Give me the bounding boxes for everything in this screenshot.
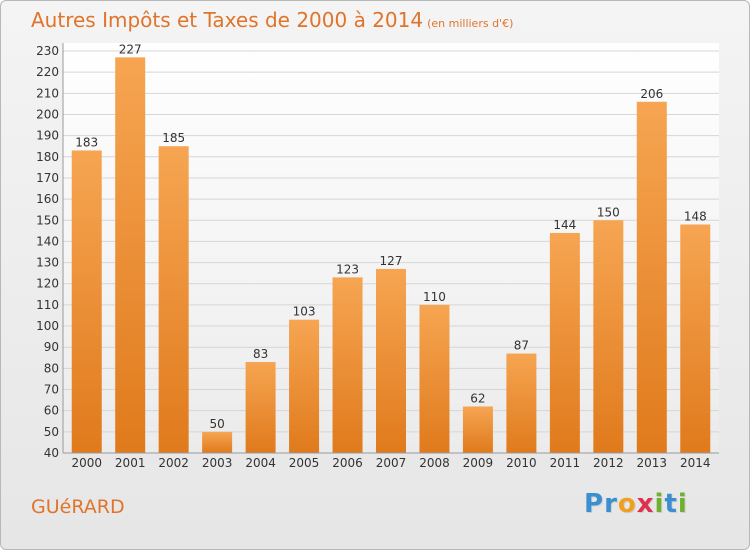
bar [202,431,233,453]
commune-name: GUéRARD [31,496,125,518]
data-label: 50 [209,417,224,431]
y-tick-label: 200 [36,107,59,121]
x-tick-label: 2007 [376,456,407,470]
y-tick-label: 190 [36,129,59,143]
x-tick-label: 2010 [506,456,537,470]
chart-title: Autres Impôts et Taxes de 2000 à 2014 (en… [31,8,513,32]
data-label: 110 [423,290,446,304]
unit-text: (en milliers d'€) [427,17,514,30]
data-label: 148 [684,209,707,223]
logo-letter: i [654,489,665,519]
logo-letter: r [604,489,618,519]
bar [549,232,580,453]
y-tick-label: 170 [36,171,59,185]
y-tick-label: 150 [36,213,59,227]
title-text: Autres Impôts et Taxes de 2000 à 2014 [31,8,424,32]
bar [593,220,624,453]
logo-letter: o [617,489,637,519]
logo-letter: i [677,489,688,519]
y-tick-label: 230 [36,44,59,58]
bar [289,319,320,453]
y-tick-label: 50 [44,425,59,439]
data-label: 87 [514,339,529,353]
x-tick-label: 2014 [680,456,711,470]
x-tick-label: 2004 [245,456,276,470]
x-tick-label: 2013 [637,456,668,470]
y-tick-label: 120 [36,277,59,291]
bar [636,101,667,454]
y-tick-label: 130 [36,256,59,270]
y-tick-label: 180 [36,150,59,164]
bar [419,304,450,453]
data-label: 150 [597,205,620,219]
data-label: 227 [119,42,142,56]
data-label: 144 [553,218,576,232]
logo-letter: x [636,489,655,519]
data-label: 127 [380,254,403,268]
x-tick-label: 2008 [419,456,450,470]
x-tick-label: 2011 [550,456,581,470]
y-tick-label: 220 [36,65,59,79]
data-label: 83 [253,347,268,361]
bar [462,406,493,453]
bar [376,268,406,453]
bar [680,224,711,453]
x-tick-label: 2012 [593,456,624,470]
y-tick-label: 110 [36,298,59,312]
x-tick-label: 2002 [158,456,189,470]
data-label: 123 [336,262,359,276]
y-tick-label: 80 [44,361,59,375]
y-tick-label: 160 [36,192,59,206]
logo-letter: t [664,489,678,519]
x-tick-label: 2006 [332,456,363,470]
x-tick-label: 2003 [202,456,233,470]
y-tick-label: 70 [44,383,59,397]
y-tick-label: 100 [36,319,59,333]
x-tick-label: 2000 [71,456,102,470]
x-tick-label: 2005 [289,456,320,470]
y-tick-label: 40 [44,446,59,460]
bar [115,57,146,453]
bar [245,362,276,453]
x-tick-label: 2009 [463,456,494,470]
y-tick-label: 140 [36,234,59,248]
y-tick-label: 210 [36,86,59,100]
y-tick-label: 90 [44,340,59,354]
proxiti-logo: Proxiti [584,489,688,519]
data-label: 103 [293,305,316,319]
data-label: 185 [162,131,185,145]
x-tick-label: 2001 [115,456,146,470]
y-tick-label: 60 [44,404,59,418]
data-label: 183 [75,135,98,149]
data-label: 206 [640,87,663,101]
bar [506,353,537,453]
data-label: 62 [470,391,485,405]
bar [158,146,189,454]
bar [71,150,102,453]
bar [332,277,363,453]
logo-letter: P [584,489,605,519]
